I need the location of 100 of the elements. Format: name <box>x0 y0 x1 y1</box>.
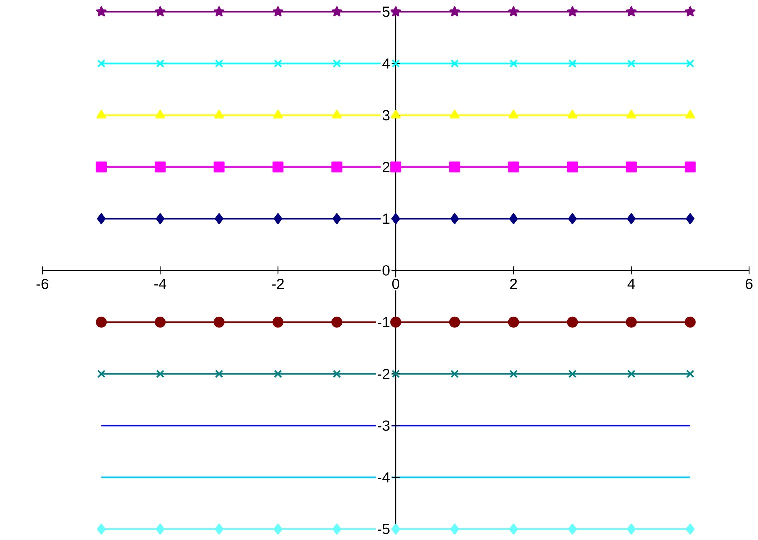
y-tick-label: -1 <box>378 317 390 328</box>
point <box>449 316 460 328</box>
point <box>332 316 343 328</box>
point <box>274 60 282 68</box>
x-tick-label: 4 <box>628 278 636 290</box>
point <box>390 316 402 328</box>
point <box>627 213 636 224</box>
y-tick-label: 1 <box>383 214 390 224</box>
point <box>685 6 696 17</box>
point <box>96 162 108 173</box>
point <box>96 6 107 17</box>
point <box>509 524 518 535</box>
y-tick-label: -4 <box>378 472 390 483</box>
point <box>508 6 520 17</box>
point <box>156 370 165 378</box>
point <box>450 370 459 378</box>
point <box>686 370 695 378</box>
point <box>156 60 165 68</box>
point <box>333 60 342 68</box>
point <box>450 6 460 17</box>
point <box>627 60 636 68</box>
point <box>508 162 520 173</box>
y-tick-label: -5 <box>378 524 390 534</box>
point <box>154 162 166 173</box>
point <box>215 60 224 68</box>
point <box>273 110 284 119</box>
point <box>450 213 460 224</box>
point <box>274 524 283 535</box>
point <box>686 524 695 535</box>
x-tick-label: 2 <box>510 278 518 290</box>
point <box>390 6 402 17</box>
point <box>332 162 343 173</box>
point <box>626 6 637 17</box>
point <box>626 162 638 173</box>
point <box>510 370 518 378</box>
point <box>392 370 400 378</box>
point <box>96 316 108 328</box>
point <box>684 162 696 173</box>
point <box>332 524 342 535</box>
y-tick-label: 5 <box>382 6 390 18</box>
point <box>97 524 106 535</box>
point <box>508 110 519 119</box>
point <box>214 316 225 328</box>
point <box>626 316 638 328</box>
point <box>568 110 578 119</box>
point <box>627 370 636 378</box>
point <box>272 162 284 173</box>
point <box>508 316 520 328</box>
y-tick-label: 2 <box>382 162 390 172</box>
point <box>391 110 401 119</box>
point <box>509 213 518 224</box>
point <box>686 60 695 68</box>
point <box>215 213 224 224</box>
point <box>97 213 106 224</box>
x-tick-label: 6 <box>746 278 753 290</box>
point <box>567 316 578 328</box>
point <box>567 162 578 173</box>
x-tick-label: -4 <box>154 278 167 290</box>
y-tick-label: 4 <box>382 58 390 69</box>
point <box>626 110 636 119</box>
point <box>567 6 578 17</box>
point <box>450 60 459 68</box>
point <box>97 370 106 378</box>
point <box>214 6 225 17</box>
point <box>214 162 225 173</box>
point <box>392 524 400 535</box>
point <box>449 162 460 173</box>
point <box>568 60 577 68</box>
point <box>686 110 696 119</box>
y-tick-label: 0 <box>382 265 390 276</box>
y-tick-label: -2 <box>378 369 390 380</box>
y-tick-label: -3 <box>378 420 390 432</box>
point <box>272 6 284 17</box>
point <box>684 316 696 328</box>
point <box>627 524 636 535</box>
point <box>215 370 224 378</box>
point <box>333 370 342 378</box>
y-tick-label: 3 <box>382 110 390 121</box>
point <box>332 6 342 17</box>
point <box>686 213 695 224</box>
point <box>568 524 577 535</box>
x-tick-label: -6 <box>36 278 49 290</box>
point <box>215 524 224 535</box>
point <box>156 110 166 119</box>
point <box>272 316 284 328</box>
point <box>156 213 165 224</box>
point <box>568 213 577 224</box>
point <box>332 110 342 119</box>
point <box>274 370 282 378</box>
point <box>156 524 165 535</box>
point <box>274 213 283 224</box>
point <box>450 110 460 119</box>
point <box>510 60 518 68</box>
x-tick-label: 0 <box>392 278 400 290</box>
point <box>97 60 106 68</box>
point <box>392 60 400 68</box>
point <box>332 213 342 224</box>
point <box>214 110 224 119</box>
point <box>155 6 166 17</box>
point <box>392 213 400 224</box>
